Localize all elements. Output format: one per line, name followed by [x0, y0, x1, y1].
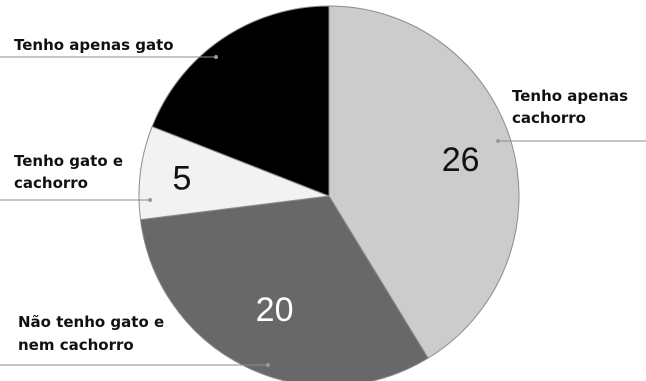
slice-category-label-1: Não tenho gato e nem cachorro [18, 313, 164, 354]
leader-dot-3 [214, 55, 218, 59]
leader-dot-2 [148, 198, 152, 202]
slice-category-label-2: Tenho gato e cachorro [14, 152, 123, 192]
slice-category-label-3: Tenho apenas gato [14, 36, 174, 54]
slice-category-label-0: Tenho apenas cachorro [512, 87, 628, 127]
leader-dot-0 [496, 139, 500, 143]
slice-value-label-2: 5 [172, 160, 191, 198]
slice-value-label-1: 20 [256, 291, 294, 329]
leader-dot-1 [266, 363, 270, 367]
slice-value-label-0: 26 [442, 141, 480, 179]
